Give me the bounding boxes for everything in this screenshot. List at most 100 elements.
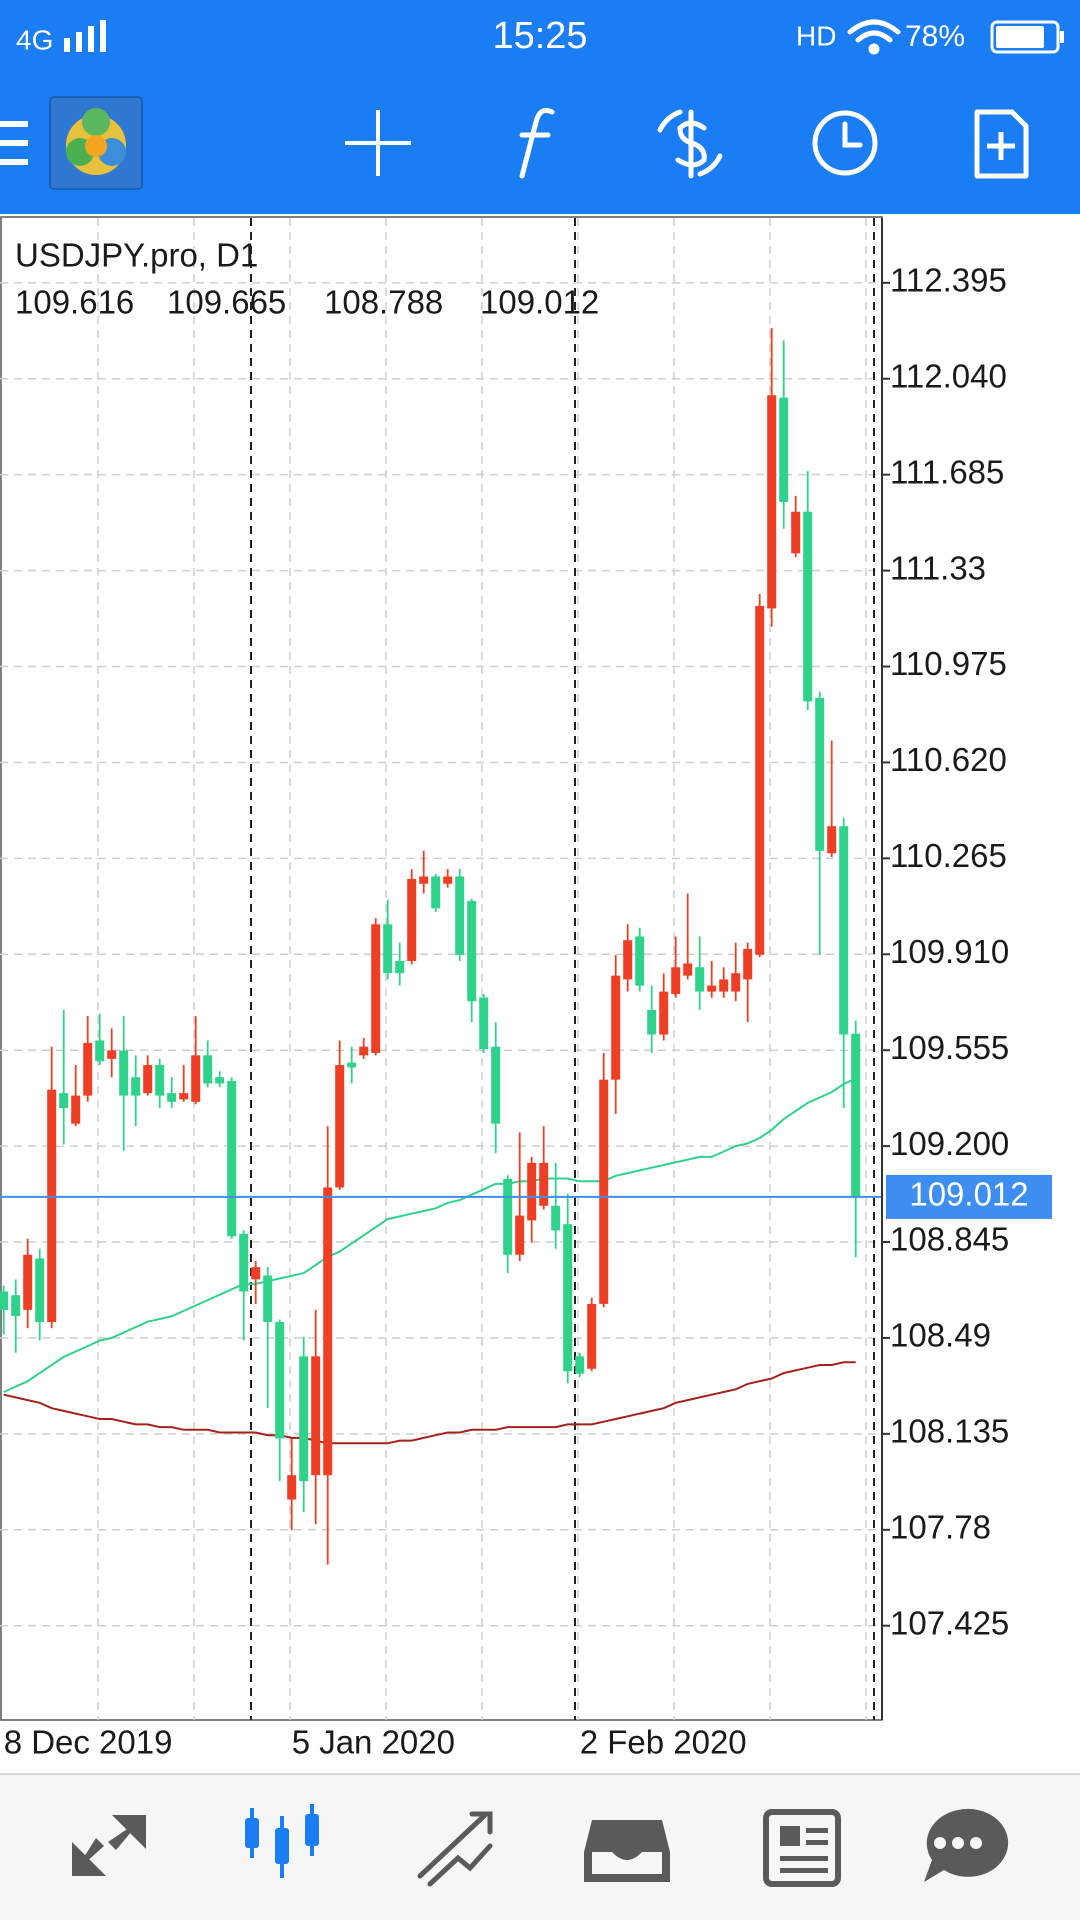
candle-body <box>263 1275 273 1323</box>
bottom-nav <box>0 1774 1080 1920</box>
candle-body <box>383 924 393 974</box>
chart-tab[interactable] <box>245 1804 319 1878</box>
candle-body <box>419 876 429 884</box>
candle-body <box>179 1093 189 1100</box>
candle-body <box>827 826 837 854</box>
y-tick-label: 112.040 <box>890 357 1007 394</box>
candle-body <box>779 397 789 502</box>
candle-body <box>155 1065 165 1096</box>
candle-body <box>311 1356 321 1476</box>
candle-body <box>443 876 453 884</box>
ma-line <box>3 1077 857 1393</box>
candle-body <box>503 1178 513 1255</box>
candle-body <box>371 924 381 1053</box>
labels: 112.395 112.040 111.685 111.33 110.975 110.62… <box>4 262 1052 1761</box>
y-tick-label: 107.78 <box>890 1509 991 1546</box>
battery-label: 78% <box>905 20 965 53</box>
candle-body <box>299 1356 309 1482</box>
chart: 112.395 112.040 111.685 111.33 110.975 110.62… <box>0 216 1052 1761</box>
y-tick-label: 109.200 <box>890 1125 1009 1162</box>
candle-body <box>539 1162 549 1206</box>
trade-button[interactable] <box>657 109 723 179</box>
grid <box>0 218 882 1720</box>
quotes-tab[interactable] <box>72 1815 146 1876</box>
price-label: 109.012 <box>909 1176 1028 1213</box>
candle-body <box>467 901 477 1002</box>
period-separators <box>250 218 875 1720</box>
indicators-button[interactable] <box>519 107 555 179</box>
y-tick-label: 111.33 <box>890 549 986 586</box>
ma-line <box>3 1361 856 1445</box>
y-tick-label: 108.49 <box>890 1317 991 1354</box>
y-tick-label: 109.555 <box>890 1029 1009 1066</box>
x-tick-label: 2 Feb 2020 <box>580 1724 747 1761</box>
candle-body <box>239 1233 249 1292</box>
candle-body <box>719 979 729 992</box>
ohlc-close: 109.012 <box>480 284 599 321</box>
candle-body <box>431 876 441 909</box>
candle-body <box>83 1042 93 1096</box>
chat-tab[interactable] <box>924 1808 1009 1882</box>
candle-body <box>347 1062 357 1068</box>
candle-body <box>671 967 681 994</box>
candle-body <box>611 975 621 1080</box>
y-tick-label: 110.620 <box>890 741 1007 778</box>
candle-body <box>35 1258 45 1323</box>
candle-body <box>851 1033 861 1197</box>
x-tick-label: 8 Dec 2019 <box>4 1724 173 1761</box>
menu-button[interactable] <box>0 121 28 165</box>
candle-body <box>227 1080 237 1237</box>
new-order-button[interactable] <box>974 109 1029 179</box>
candle-body <box>167 1093 177 1102</box>
candle-body <box>215 1077 225 1084</box>
candle-body <box>755 605 765 955</box>
candle-body <box>107 1050 117 1059</box>
ohlc-low: 108.788 <box>324 284 443 321</box>
candle-body <box>659 991 669 1035</box>
candle-body <box>23 1254 33 1310</box>
crosshair-button[interactable] <box>345 110 411 176</box>
candle-body <box>563 1224 573 1372</box>
candle-body <box>287 1475 297 1500</box>
candle-body <box>767 395 777 609</box>
trade-tab[interactable] <box>417 1811 493 1887</box>
candle-body <box>395 961 405 974</box>
battery-icon <box>990 20 1064 54</box>
wifi-icon <box>847 19 901 55</box>
history-button[interactable] <box>812 110 878 176</box>
candle-body <box>11 1295 21 1317</box>
y-tick-label: 110.975 <box>890 645 1007 682</box>
y-tick-label: 108.135 <box>890 1413 1009 1450</box>
candle-body <box>527 1162 537 1221</box>
candle-body <box>515 1215 525 1255</box>
symbol-title: USDJPY.pro, D1 <box>15 237 258 274</box>
candle-body <box>683 963 693 976</box>
candle-body <box>635 936 645 986</box>
app-logo[interactable] <box>49 96 143 190</box>
candle-body <box>455 876 465 955</box>
candle-body <box>575 1356 585 1374</box>
candle-body <box>587 1303 597 1369</box>
ohlc-open: 109.616 <box>15 284 134 321</box>
candle-body <box>491 1046 501 1124</box>
candle-body <box>0 1291 9 1310</box>
network-label: 4G <box>16 24 53 55</box>
candle-body <box>551 1205 561 1231</box>
app-bar <box>0 0 1080 214</box>
candle-body <box>59 1093 69 1109</box>
news-tab[interactable] <box>763 1809 841 1887</box>
ohlc-high: 109.665 <box>167 284 286 321</box>
candle-body <box>647 1009 657 1035</box>
candle-body <box>815 697 825 851</box>
candle-body <box>803 511 813 702</box>
candle-body <box>599 1079 609 1304</box>
candle-body <box>479 997 489 1050</box>
candle-body <box>359 1046 369 1056</box>
y-tick-label: 109.910 <box>890 933 1009 970</box>
candle-body <box>143 1065 153 1094</box>
y-tick-label: 110.265 <box>890 837 1007 874</box>
history-tab[interactable] <box>584 1820 670 1882</box>
hd-label: HD <box>796 20 836 51</box>
